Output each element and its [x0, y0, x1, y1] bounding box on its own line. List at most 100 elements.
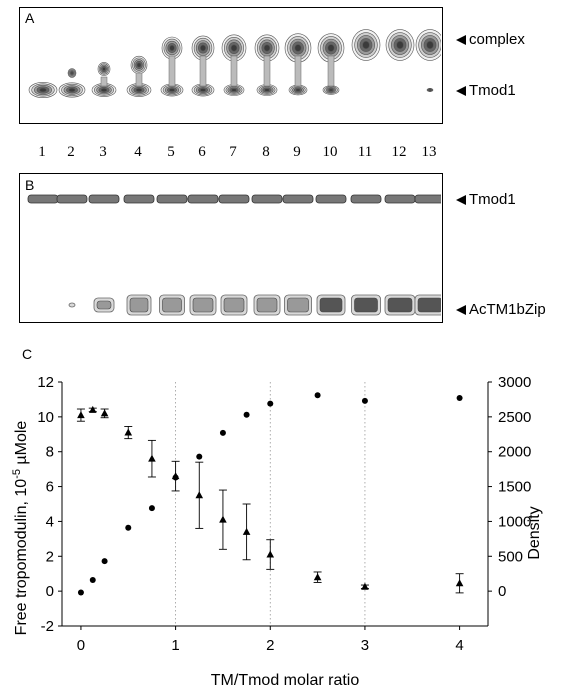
lane-number: 13 [421, 144, 437, 160]
actm-band [316, 294, 346, 316]
y-right-tick-label: 0 [498, 583, 506, 600]
complex-band [130, 55, 148, 75]
y-right-tick-label: 2500 [498, 409, 531, 426]
smear [135, 72, 143, 87]
density-point [101, 558, 108, 565]
lane-number: 10 [322, 144, 338, 160]
tmod1-band-b [282, 194, 314, 204]
y-right-tick-label: 3000 [498, 374, 531, 391]
lane-number: 5 [167, 144, 175, 160]
tmod1-band-b [414, 194, 441, 204]
panel-a-letter: A [25, 10, 35, 26]
actm-band [414, 294, 441, 316]
x-tick-label: 0 [77, 637, 85, 654]
tmod1-band [223, 84, 245, 96]
complex-band [351, 29, 381, 61]
lane-number: 4 [134, 144, 142, 160]
tmod1-band-b [218, 194, 250, 204]
smear [100, 76, 108, 87]
y-right-tick-label: 2000 [498, 444, 531, 461]
tmod1-band [126, 83, 152, 97]
free-tmod-point [77, 411, 85, 419]
smear [327, 55, 335, 87]
density-point [125, 524, 132, 531]
actm-label: AcTM1bZip [469, 301, 546, 318]
tmod1-label-b: Tmod1 [469, 191, 516, 208]
gel-panel-a: A [19, 7, 443, 124]
y-left-tick-label: 4 [46, 513, 54, 530]
complex-band [161, 36, 183, 60]
y-left-tick-label: 2 [46, 548, 54, 565]
tmod1-band [426, 88, 434, 92]
y-left-tick-label: 0 [46, 583, 54, 600]
lane-number: 9 [293, 144, 301, 160]
y-left-tick-label: -2 [41, 618, 54, 635]
lane-number: 2 [67, 144, 75, 160]
free-tmod-point [242, 527, 251, 535]
x-axis-label: TM/Tmod molar ratio [211, 672, 360, 689]
complex-band [254, 34, 280, 62]
lane-number: 7 [229, 144, 237, 160]
density-point [361, 397, 368, 404]
tmod1-band-b [56, 194, 88, 204]
complex-band [284, 33, 312, 63]
y-left-tick-label: 12 [37, 374, 54, 391]
free-tmod-point [148, 454, 156, 462]
x-tick-label: 2 [266, 637, 274, 654]
actm-band [384, 294, 416, 316]
y-right-tick-label: 1000 [498, 513, 531, 530]
density-chart: TM/Tmod molar ratio Free tropomodulin, 1… [11, 374, 543, 689]
complex-band [191, 35, 215, 61]
y-right-tick-label: 500 [498, 548, 523, 565]
gel-b-bands [27, 194, 441, 316]
tmod1-band-b [350, 194, 382, 204]
smear [294, 55, 302, 87]
density-point [196, 453, 203, 460]
density-point [456, 395, 463, 402]
actm-band [189, 294, 217, 316]
free-tmod-point [100, 409, 109, 417]
tmod1-band-b [384, 194, 416, 204]
y-right-tick-label: 1500 [498, 479, 531, 496]
density-point [77, 589, 84, 596]
actm-band [253, 294, 281, 316]
tmod1-band-b [187, 194, 219, 204]
tmod1-band [28, 82, 58, 99]
free-tmod-point [195, 491, 204, 499]
tmod1-band-b [156, 194, 188, 204]
actm-band [68, 302, 76, 308]
tmod1-band-b [123, 194, 155, 204]
x-tick-label: 1 [171, 637, 179, 654]
complex-band [385, 29, 415, 61]
free-tmod-point [88, 405, 97, 413]
tmod1-band-b [88, 194, 120, 204]
density-point [219, 429, 226, 436]
actm-band [159, 294, 185, 316]
y-left-tick-label: 8 [46, 444, 54, 461]
actm-band [93, 297, 115, 313]
tmod1-band-b [27, 194, 59, 204]
panel-b-letter: B [25, 177, 35, 193]
free-tmod-point [361, 582, 369, 590]
density-point [148, 505, 155, 512]
y-left-tick-label: 6 [46, 479, 54, 496]
gel-a-bands [28, 29, 441, 99]
gel-panel-b: B [19, 173, 443, 323]
complex-band [97, 62, 111, 76]
tmod1-band-b [251, 194, 283, 204]
free-tmod-point [266, 550, 275, 558]
smear [263, 55, 271, 87]
lane-number: 12 [391, 144, 407, 160]
tmod1-arrow-icon-b [456, 195, 466, 205]
lane-numbers: 1 2 3 4 5 6 7 8 9 10 11 12 13 [0, 144, 569, 164]
smear [230, 55, 238, 87]
free-tmod-point [313, 573, 322, 581]
complex-band [317, 33, 345, 63]
tmod1-band [160, 83, 184, 97]
complex-band [221, 34, 247, 62]
actm-band [351, 294, 381, 316]
lane-number: 3 [99, 144, 107, 160]
complex-band [67, 68, 77, 78]
free-tmod-point [219, 515, 227, 523]
tmod1-arrow-icon [456, 86, 466, 96]
